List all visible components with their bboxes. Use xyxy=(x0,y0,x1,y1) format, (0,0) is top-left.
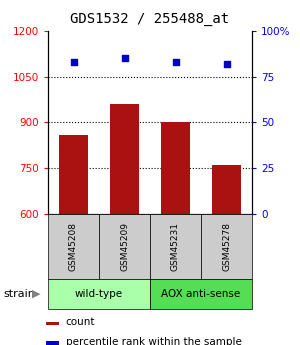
Text: GSM45209: GSM45209 xyxy=(120,222,129,271)
Text: percentile rank within the sample: percentile rank within the sample xyxy=(66,337,242,345)
Text: GSM45208: GSM45208 xyxy=(69,222,78,271)
Point xyxy=(122,56,127,61)
Bar xyxy=(46,342,59,345)
Text: GSM45231: GSM45231 xyxy=(171,222,180,271)
Bar xyxy=(201,214,252,279)
Bar xyxy=(161,122,190,214)
Text: wild-type: wild-type xyxy=(75,289,123,299)
Text: count: count xyxy=(66,317,95,327)
Point xyxy=(224,61,229,67)
Text: ▶: ▶ xyxy=(32,289,40,299)
Bar xyxy=(150,214,201,279)
Bar xyxy=(99,214,150,279)
Text: GDS1532 / 255488_at: GDS1532 / 255488_at xyxy=(70,12,230,26)
Bar xyxy=(110,104,139,214)
Bar xyxy=(48,279,150,309)
Text: strain: strain xyxy=(3,289,35,299)
Bar xyxy=(59,135,88,214)
Bar xyxy=(46,322,59,325)
Point xyxy=(173,59,178,65)
Text: AOX anti-sense: AOX anti-sense xyxy=(161,289,241,299)
Bar xyxy=(150,279,252,309)
Bar xyxy=(212,165,241,214)
Text: GSM45278: GSM45278 xyxy=(222,222,231,271)
Bar xyxy=(48,214,99,279)
Point xyxy=(71,59,76,65)
